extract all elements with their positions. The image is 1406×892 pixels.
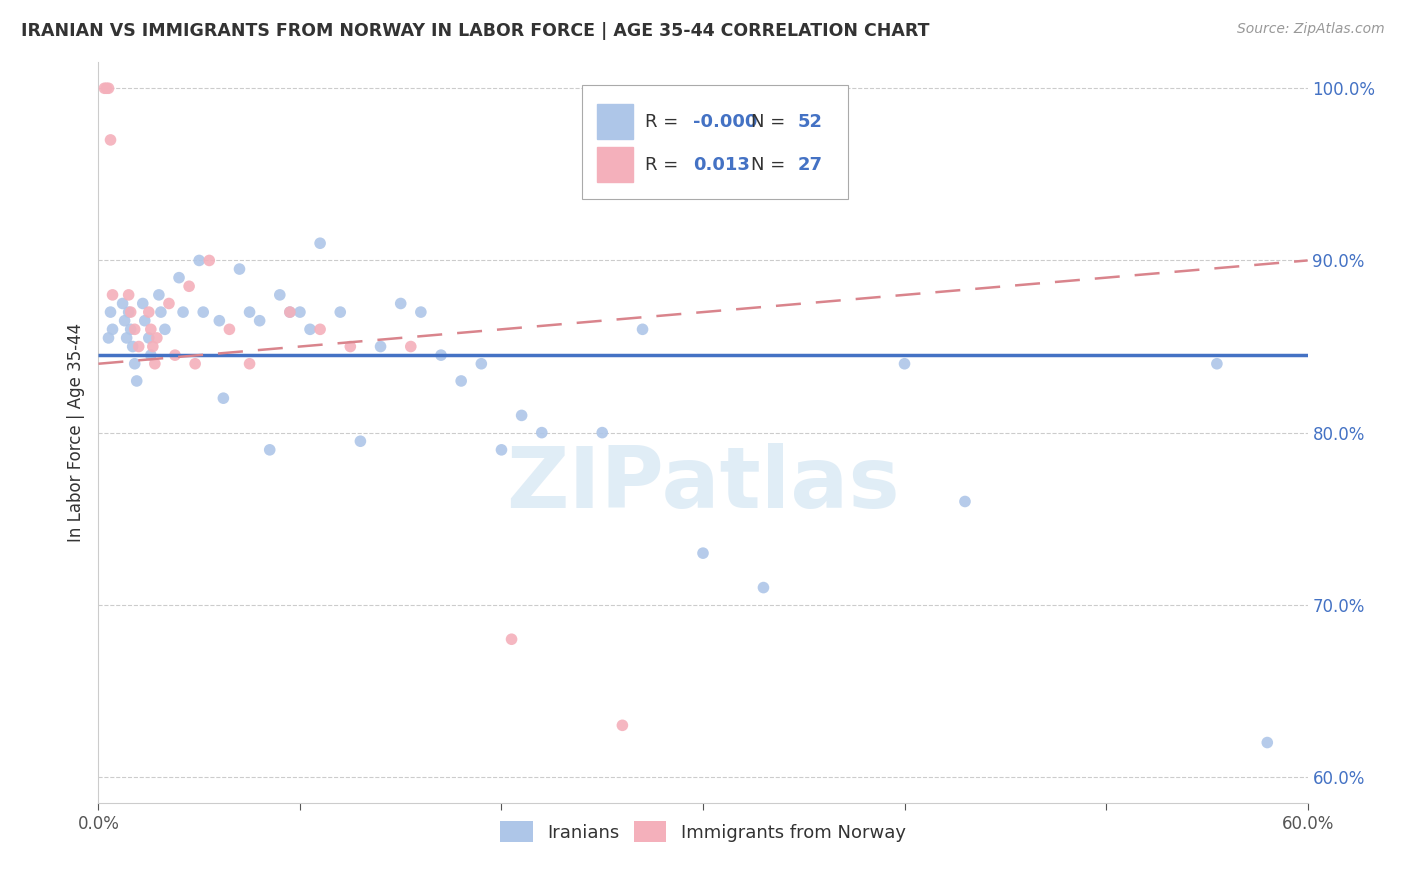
Point	[134, 314, 156, 328]
Point	[167, 270, 190, 285]
Point	[184, 357, 207, 371]
FancyBboxPatch shape	[582, 85, 848, 200]
Bar	[596, 147, 633, 182]
Point	[218, 322, 240, 336]
Point	[100, 305, 122, 319]
Point	[138, 305, 160, 319]
Point	[612, 718, 634, 732]
Point	[299, 322, 322, 336]
Point	[491, 442, 513, 457]
Text: 52: 52	[797, 112, 823, 130]
Point	[228, 262, 250, 277]
Point	[309, 322, 332, 336]
Point	[631, 322, 654, 336]
Point	[409, 305, 432, 319]
Point	[153, 322, 176, 336]
Point	[120, 305, 142, 319]
Point	[143, 357, 166, 371]
Point	[450, 374, 472, 388]
Bar	[596, 103, 633, 139]
Point	[953, 494, 976, 508]
Point	[269, 288, 291, 302]
Point	[97, 81, 120, 95]
Point	[148, 288, 170, 302]
Point	[288, 305, 311, 319]
Point	[163, 348, 186, 362]
Point	[349, 434, 371, 449]
Point	[510, 409, 533, 423]
Point	[208, 314, 231, 328]
Point	[1206, 357, 1229, 371]
Point	[212, 391, 235, 405]
Point	[430, 348, 453, 362]
Point	[259, 442, 281, 457]
Point	[118, 305, 141, 319]
Point	[339, 339, 361, 353]
Point	[100, 133, 122, 147]
Point	[591, 425, 613, 440]
Point	[121, 339, 143, 353]
Point	[752, 581, 775, 595]
Point	[239, 305, 262, 319]
Point	[179, 279, 201, 293]
Point	[249, 314, 271, 328]
Point	[101, 288, 124, 302]
Point	[114, 314, 136, 328]
Point	[370, 339, 392, 353]
Point	[97, 331, 120, 345]
Text: IRANIAN VS IMMIGRANTS FROM NORWAY IN LABOR FORCE | AGE 35-44 CORRELATION CHART: IRANIAN VS IMMIGRANTS FROM NORWAY IN LAB…	[21, 22, 929, 40]
Text: R =: R =	[645, 112, 683, 130]
Point	[139, 322, 162, 336]
Point	[329, 305, 352, 319]
Point	[198, 253, 221, 268]
Point	[96, 81, 118, 95]
Point	[146, 331, 169, 345]
Point	[149, 305, 172, 319]
Point	[692, 546, 714, 560]
Text: Source: ZipAtlas.com: Source: ZipAtlas.com	[1237, 22, 1385, 37]
Y-axis label: In Labor Force | Age 35-44: In Labor Force | Age 35-44	[66, 323, 84, 542]
Point	[125, 374, 148, 388]
Point	[101, 322, 124, 336]
Point	[111, 296, 134, 310]
Point	[278, 305, 301, 319]
Point	[389, 296, 412, 310]
Point	[157, 296, 180, 310]
Text: N =: N =	[751, 112, 792, 130]
Point	[530, 425, 553, 440]
Text: R =: R =	[645, 155, 683, 174]
Point	[172, 305, 194, 319]
Point	[309, 236, 332, 251]
Text: 27: 27	[797, 155, 823, 174]
Point	[501, 632, 523, 647]
Point	[132, 296, 155, 310]
Point	[118, 288, 141, 302]
Text: 0.013: 0.013	[693, 155, 751, 174]
Point	[128, 339, 150, 353]
Point	[142, 339, 165, 353]
Point	[124, 322, 146, 336]
Text: ZIPatlas: ZIPatlas	[506, 443, 900, 526]
Point	[93, 81, 115, 95]
Point	[188, 253, 211, 268]
Point	[1256, 735, 1278, 749]
Point	[278, 305, 301, 319]
Point	[239, 357, 262, 371]
Point	[893, 357, 915, 371]
Point	[470, 357, 492, 371]
Point	[139, 348, 162, 362]
Point	[138, 331, 160, 345]
Text: -0.000: -0.000	[693, 112, 758, 130]
Point	[193, 305, 215, 319]
Point	[120, 322, 142, 336]
Text: N =: N =	[751, 155, 792, 174]
Point	[115, 331, 138, 345]
Point	[399, 339, 422, 353]
Legend: Iranians, Immigrants from Norway: Iranians, Immigrants from Norway	[494, 814, 912, 849]
Point	[124, 357, 146, 371]
